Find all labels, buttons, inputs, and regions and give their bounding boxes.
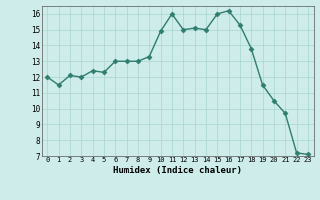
X-axis label: Humidex (Indice chaleur): Humidex (Indice chaleur) [113,166,242,175]
